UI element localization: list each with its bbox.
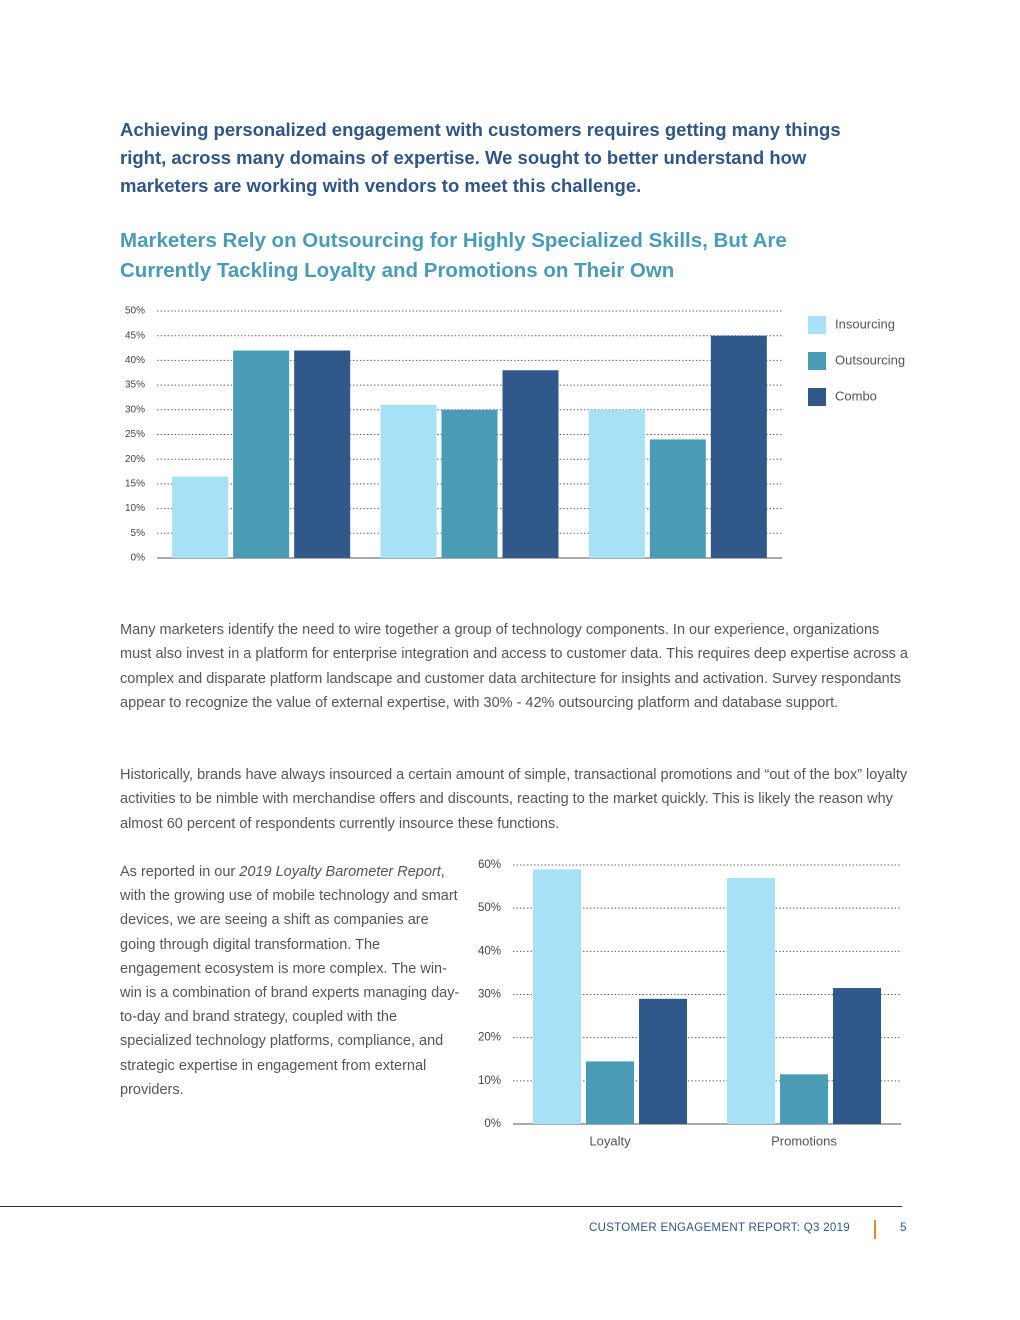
bar (294, 350, 351, 558)
bar (710, 335, 767, 558)
bar (649, 439, 706, 558)
y-tick-label: 25% (125, 429, 145, 440)
legend-label: Combo (835, 388, 877, 403)
y-tick-label: 35% (125, 380, 145, 391)
y-tick-label: 20% (125, 454, 145, 465)
footer-report: CUSTOMER ENGAGEMENT REPORT: Q3 2019 (588, 1222, 850, 1234)
bar (533, 869, 581, 1124)
y-tick-label: 30% (478, 989, 501, 1001)
y-tick-label: 10% (478, 1075, 501, 1087)
chart-title: Marketers Rely on Outsourcing for Highly… (120, 229, 787, 282)
text: , with the growing use of mobile technol… (120, 864, 460, 1098)
legend-swatch (808, 316, 826, 334)
legend-swatch (808, 388, 826, 406)
legend-swatch (808, 352, 826, 370)
y-tick-label: 50% (478, 902, 501, 914)
bar (586, 1061, 634, 1124)
y-tick-label: 20% (478, 1032, 501, 1044)
bar (780, 1074, 828, 1124)
bar (639, 998, 687, 1124)
paragraph: Historically, brands have always insourc… (120, 767, 908, 832)
y-tick-label: 0% (131, 553, 146, 564)
intro: Achieving personalized engagement with c… (120, 119, 841, 196)
legend-label: Outsourcing (835, 352, 905, 367)
y-tick-label: 0% (484, 1118, 501, 1130)
y-tick-label: 15% (125, 479, 145, 490)
bar (172, 476, 229, 558)
footer-divider (874, 1220, 876, 1239)
y-tick-label: 40% (125, 355, 145, 366)
bar (502, 370, 559, 558)
y-tick-label: 40% (478, 945, 501, 957)
x-tick-label: Loyalty (589, 1133, 631, 1148)
y-tick-label: 60% (478, 859, 501, 871)
legend-label: Insourcing (835, 316, 895, 331)
y-tick-label: 5% (131, 528, 146, 539)
paragraph: Many marketers identify the need to wire… (120, 622, 908, 711)
bar (380, 404, 437, 558)
x-tick-label: Promotions (771, 1133, 837, 1148)
y-tick-label: 45% (125, 330, 145, 341)
bar (233, 350, 290, 558)
report-title: 2019 Loyalty Barometer Report (239, 864, 441, 880)
y-tick-label: 50% (125, 306, 145, 317)
bar (588, 409, 645, 558)
side-text: As reported in our 2019 Loyalty Baromete… (120, 860, 460, 1102)
page-number: 5 (900, 1222, 907, 1234)
bar (833, 988, 881, 1124)
bar (441, 409, 498, 558)
y-tick-label: 10% (125, 503, 145, 514)
bar (727, 877, 775, 1124)
y-tick-label: 30% (125, 404, 145, 415)
text: As reported in our (120, 864, 240, 880)
